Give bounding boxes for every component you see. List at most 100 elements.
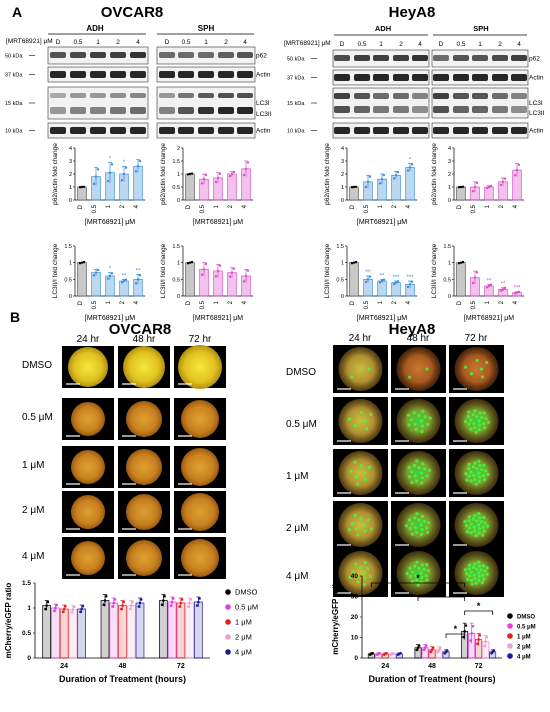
heya8-sph-lc3-chart: 0 0.5 1 1.5 D 0.5 ** 1 ** 2 *** 4 LC3II/I fold chang… — [431, 243, 524, 322]
ovcar8-time-label: 72 hr — [189, 334, 212, 345]
data-point — [186, 173, 190, 176]
heya8-band — [393, 127, 409, 134]
data-point — [461, 260, 465, 264]
heya8-lane-label: D — [340, 41, 345, 48]
y-tick-label: 3 — [341, 159, 344, 165]
ovcar8-band — [159, 107, 175, 114]
heya8-band — [433, 93, 449, 99]
data-point — [108, 274, 112, 278]
egfp-spot — [407, 423, 411, 427]
x-tick-label: 0.5 — [200, 300, 206, 309]
significance-bracket — [445, 633, 466, 638]
ovcar8-band — [218, 93, 234, 98]
egfp-spot — [415, 459, 419, 463]
heya8-images-title: HeyA8 — [389, 321, 436, 338]
heya8-band — [511, 93, 527, 99]
data-point — [378, 182, 382, 185]
bar — [227, 173, 237, 201]
egfp-spot — [482, 529, 486, 533]
spheroid — [396, 551, 441, 595]
heya8-band — [492, 127, 508, 134]
egfp-spot — [477, 575, 481, 579]
ovcar8-spheroid-image — [174, 446, 226, 488]
egfp-spot — [417, 518, 421, 522]
x-tick-label: 4 — [513, 300, 519, 304]
egfp-spot — [468, 574, 472, 578]
egfp-spot — [350, 521, 354, 526]
y-tick-label: 4 — [69, 146, 72, 152]
ovcar8-band — [90, 71, 106, 78]
heya8-band — [334, 106, 350, 113]
egfp-spot — [477, 560, 481, 564]
heya8-condition-label: 4 μM — [286, 571, 308, 582]
data-point — [171, 597, 175, 600]
heya8-band — [354, 93, 370, 99]
data-point — [378, 281, 382, 284]
heya8-sph-p62-chart: 0 1 2 3 4 D 0.5 1 2 4 p62/actin fold change — [431, 143, 524, 213]
data-point — [218, 172, 222, 175]
data-point — [202, 178, 206, 181]
panel-b-letter: B — [10, 309, 20, 325]
egfp-spot — [363, 560, 367, 565]
egfp-spot — [479, 520, 483, 524]
data-point — [501, 288, 505, 291]
egfp-spot — [469, 470, 473, 474]
ovcar8-lane-label: 1 — [204, 39, 208, 46]
heya8-mw-label: 37 kDa — [287, 76, 305, 82]
data-point — [198, 597, 201, 600]
data-point — [423, 646, 427, 650]
data-point — [464, 624, 468, 627]
egfp-spot — [463, 568, 467, 572]
ovcar8-adh-p62-chart: 0 1 2 3 4 D 0.5 * 1 * 2 4 p62/actin fold change [MRT6… — [52, 143, 145, 226]
data-point — [214, 275, 218, 278]
x-axis-label: [MRT68921] μM — [464, 315, 514, 322]
spheroid — [178, 345, 222, 389]
ovcar8-band — [178, 71, 194, 78]
y-tick-label: 1.5 — [336, 244, 344, 250]
y-tick-label: 0 — [341, 294, 344, 300]
egfp-spot — [359, 410, 363, 415]
egfp-spot — [406, 413, 410, 417]
egfp-spot — [477, 459, 481, 463]
data-point — [392, 177, 396, 180]
egfp-spot — [408, 526, 412, 531]
heya8-lane-label: 1 — [478, 41, 482, 48]
heya8-spheroid-image — [449, 549, 504, 597]
egfp-spot — [348, 575, 352, 579]
ovcar8-band — [159, 93, 175, 98]
x-tick-label: D — [457, 300, 463, 305]
ovcar8-spheroid-image — [118, 537, 170, 579]
ovcar8-condition-label: 1 μM — [22, 460, 44, 471]
heya8-lane-label: 4 — [418, 41, 422, 48]
heya8-band — [492, 74, 508, 81]
egfp-spot — [478, 463, 482, 468]
data-point — [163, 595, 166, 598]
egfp-spot — [420, 575, 424, 579]
y-tick-label: 0 — [69, 294, 72, 300]
data-point — [45, 604, 48, 607]
y-tick-label: 0 — [69, 198, 72, 204]
egfp-spot — [369, 527, 373, 531]
heya8-band — [433, 127, 449, 134]
legend-label: DMSO — [235, 588, 258, 597]
egfp-spot — [415, 578, 419, 582]
x-tick-label: 72 — [177, 663, 185, 670]
ovcar8-band — [198, 71, 214, 78]
egfp-spot — [364, 478, 368, 482]
heya8-time-label: 24 hr — [349, 333, 372, 344]
bar — [185, 602, 194, 659]
ovcar8-spheroid-image — [62, 398, 114, 440]
egfp-spot — [424, 574, 428, 578]
x-tick-label: 1 — [378, 204, 384, 208]
ovcar8-spheroid-image — [62, 537, 114, 579]
egfp-spot — [415, 512, 419, 516]
ovcar8-band — [90, 127, 106, 134]
data-point — [94, 271, 98, 274]
egfp-spot — [483, 569, 487, 573]
data-point — [366, 180, 370, 183]
y-axis-label: p62/actin fold change — [324, 143, 331, 205]
heya8-spheroid-image — [333, 549, 388, 597]
egfp-spot — [477, 479, 481, 483]
egfp-spot — [415, 560, 419, 564]
egfp-spot — [413, 526, 418, 530]
